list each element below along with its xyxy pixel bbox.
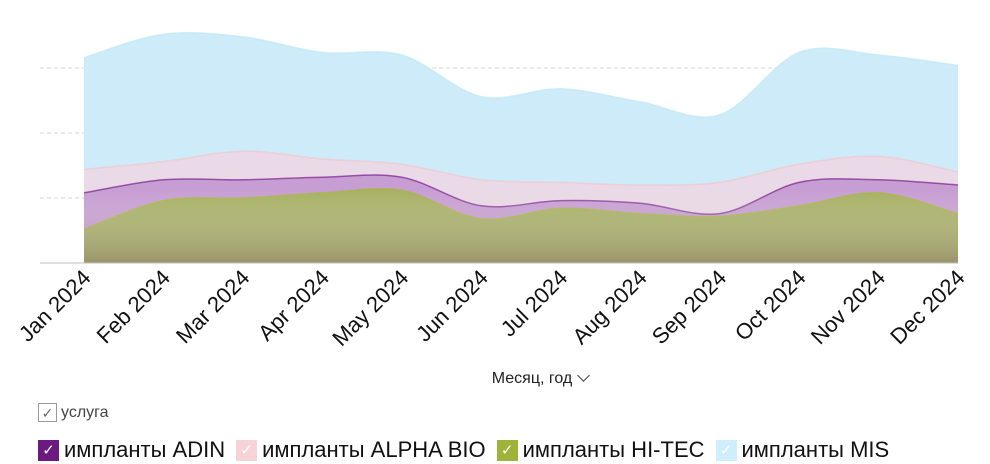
x-tick-label: Dec 2024 — [885, 265, 969, 349]
legend-item[interactable]: ✓ импланты MIS — [715, 437, 890, 463]
x-tick-label: Apr 2024 — [253, 265, 334, 346]
x-tick-label: Nov 2024 — [806, 265, 890, 349]
area-shading — [84, 190, 958, 263]
legend-label: импланты MIS — [741, 437, 890, 462]
group-checkbox[interactable]: ✓ — [38, 403, 57, 422]
x-tick-label: Aug 2024 — [567, 265, 651, 349]
x-tick-label: May 2024 — [327, 265, 413, 351]
legend-label: импланты ALPHA BIO — [262, 437, 486, 462]
x-tick-label: Sep 2024 — [647, 265, 731, 349]
legend: ✓ импланты ADIN ✓ импланты ALPHA BIO ✓ имплан… — [38, 437, 900, 463]
legend-checkbox[interactable]: ✓ — [236, 439, 258, 461]
legend-item[interactable]: ✓ импланты HI-TEC — [496, 437, 705, 463]
legend-item[interactable]: ✓ импланты ADIN — [38, 437, 225, 463]
x-tick-label: Mar 2024 — [171, 265, 254, 348]
legend-label: импланты HI-TEC — [522, 437, 705, 462]
legend-label: импланты ADIN — [64, 437, 226, 462]
x-axis-title-text: Месяц, год — [491, 370, 573, 387]
x-tick-label: Jul 2024 — [496, 265, 573, 342]
x-tick-label: Jan 2024 — [14, 265, 96, 347]
x-tick-label: Feb 2024 — [92, 265, 175, 348]
legend-item[interactable]: ✓ импланты ALPHA BIO — [236, 437, 486, 463]
group-label: услуга — [61, 403, 109, 421]
series-line — [83, 31, 959, 118]
series-line — [83, 150, 959, 186]
chevron-down-icon — [577, 369, 591, 382]
x-tick-label: Oct 2024 — [730, 265, 811, 346]
legend-checkbox[interactable]: ✓ — [496, 439, 518, 461]
legend-checkbox[interactable]: ✓ — [38, 439, 59, 461]
legend-checkbox[interactable]: ✓ — [715, 439, 737, 461]
x-tick-label: Jun 2024 — [411, 265, 493, 347]
x-axis-title[interactable]: Месяц, год — [0, 369, 990, 388]
group-toggle[interactable]: ✓ услуга — [38, 403, 109, 422]
